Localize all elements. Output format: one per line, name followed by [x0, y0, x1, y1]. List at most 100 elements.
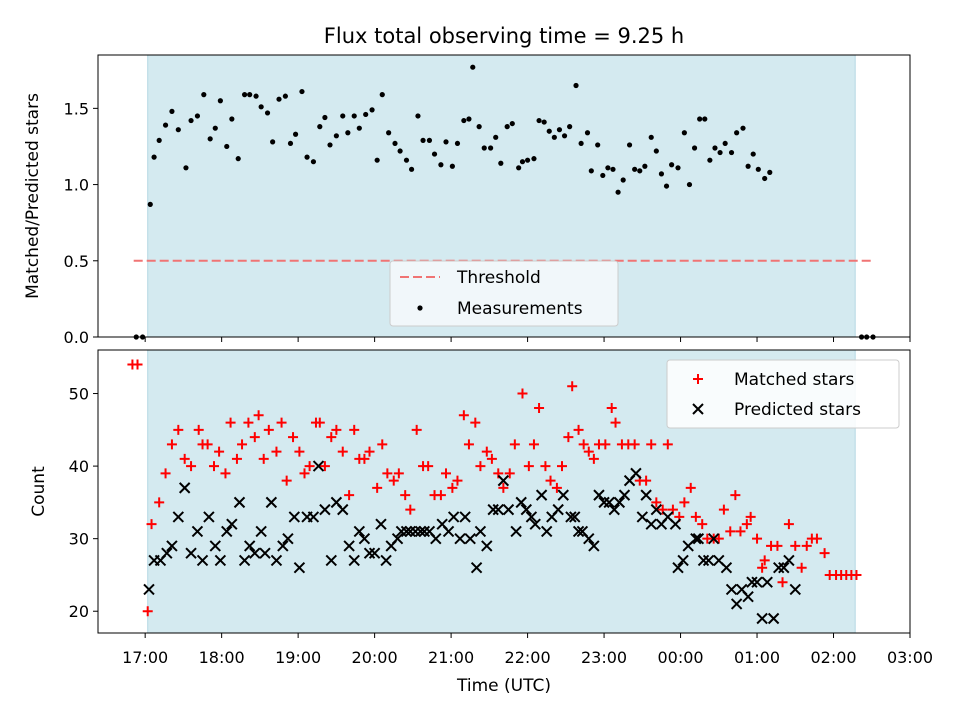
measurement-point: [642, 163, 648, 169]
predicted-star-point: [221, 525, 233, 538]
predicted-star-point: [767, 612, 780, 625]
predicted-star-point: [243, 540, 256, 552]
predicted-star-point: [572, 525, 585, 538]
predicted-star-point: [640, 489, 652, 501]
matched-star-point: [783, 519, 794, 530]
matched-star-point: [646, 439, 657, 450]
predicted-star-point: [707, 532, 720, 545]
predicted-star-point: [464, 532, 476, 545]
matched-star-point: [299, 468, 310, 479]
predicted-star-point: [470, 561, 483, 574]
measurement-point: [345, 130, 351, 136]
measurement-point: [466, 116, 472, 122]
measurement-point: [403, 157, 410, 163]
predicted-star-point: [746, 576, 758, 588]
matched-star-point: [160, 468, 171, 479]
legend-box: [666, 359, 900, 429]
y-tick-label: 30: [69, 530, 89, 549]
measurement-point: [229, 116, 235, 122]
measurement-point: [443, 139, 449, 145]
measurement-point: [476, 124, 482, 130]
matched-star-point: [725, 526, 736, 537]
predicted-star-point: [363, 547, 376, 559]
matched-star-point: [641, 475, 652, 486]
measurement-point: [397, 148, 403, 154]
matched-star-point: [202, 439, 213, 450]
measurement-point: [188, 117, 194, 124]
measurement-point: [162, 122, 169, 128]
matched-star-point: [179, 453, 190, 464]
measurement-point: [632, 166, 638, 172]
matched-star-point: [372, 482, 383, 493]
matched-star-point: [382, 468, 393, 479]
predicted-star-point: [270, 554, 283, 567]
measurement-point: [454, 140, 461, 147]
measurement-point: [235, 156, 241, 162]
predicted-star-point: [751, 576, 763, 588]
matched-star-point: [498, 482, 509, 493]
predicted-star-point: [510, 525, 522, 538]
measurement-point: [707, 157, 713, 163]
measurement-point: [488, 145, 494, 151]
predicted-star-point: [535, 489, 548, 501]
matched-star-point: [796, 562, 807, 573]
measurement-point: [217, 98, 223, 104]
measurement-point: [151, 154, 157, 160]
matched-star-point: [173, 424, 184, 435]
predicted-star-point: [447, 511, 460, 523]
predicted-star-point: [756, 612, 768, 625]
y-tick-label: 40: [69, 457, 89, 476]
matched-star-point: [276, 417, 287, 428]
legend-box: [389, 260, 619, 327]
bottom-legend: Matched stars Predicted stars: [666, 359, 900, 429]
legend-label: Matched stars: [734, 370, 854, 390]
measurement-point: [546, 128, 552, 134]
matched-star-point: [697, 519, 708, 530]
x-tick-label: 21:00: [428, 648, 474, 667]
chart-title: Flux total observing time = 9.25 h: [324, 24, 684, 48]
x-tick-label: 20:00: [352, 648, 398, 667]
predicted-star-point: [166, 540, 178, 552]
matched-star-point: [243, 417, 254, 428]
y-tick-label: 1.5: [64, 99, 89, 118]
measurement-point: [524, 157, 531, 163]
measurement-point: [340, 113, 346, 119]
measurement-point: [504, 124, 510, 130]
matched-star-point: [225, 417, 236, 428]
matched-star-point: [294, 446, 305, 457]
predicted-star-point: [430, 532, 442, 545]
measurement-point: [310, 159, 317, 165]
measurement-point: [299, 88, 305, 95]
matched-star-point: [146, 519, 157, 530]
measurement-point: [615, 189, 621, 195]
measurement-point: [637, 168, 643, 174]
measurement-point: [322, 114, 328, 121]
measurement-point: [431, 151, 438, 157]
measurement-point: [626, 142, 633, 148]
matched-star-point: [132, 359, 143, 370]
matched-star-point: [388, 475, 399, 486]
measurement-point: [595, 142, 601, 148]
measurement-point: [270, 139, 276, 145]
measurement-point: [686, 181, 693, 188]
measurement-point: [287, 140, 294, 147]
predicted-star-point: [172, 511, 185, 523]
matched-star-point: [231, 453, 242, 464]
predicted-star-point: [337, 503, 349, 516]
predicted-stars-points: [143, 460, 801, 625]
predicted-star-point: [368, 547, 381, 559]
matched-star-point: [567, 381, 578, 392]
measurement-point: [600, 172, 606, 179]
predicted-star-point: [214, 554, 227, 567]
predicted-star-point: [583, 532, 595, 545]
matched-star-point: [772, 540, 783, 551]
measurement-point: [351, 113, 357, 119]
matched-star-point: [718, 504, 729, 515]
matched-star-point: [551, 482, 562, 493]
measurement-point: [681, 130, 687, 136]
top-legend: Threshold Measurements: [389, 260, 619, 327]
predicted-star-point: [515, 496, 527, 509]
matched-star-point: [583, 446, 594, 457]
measurement-point: [728, 149, 735, 156]
